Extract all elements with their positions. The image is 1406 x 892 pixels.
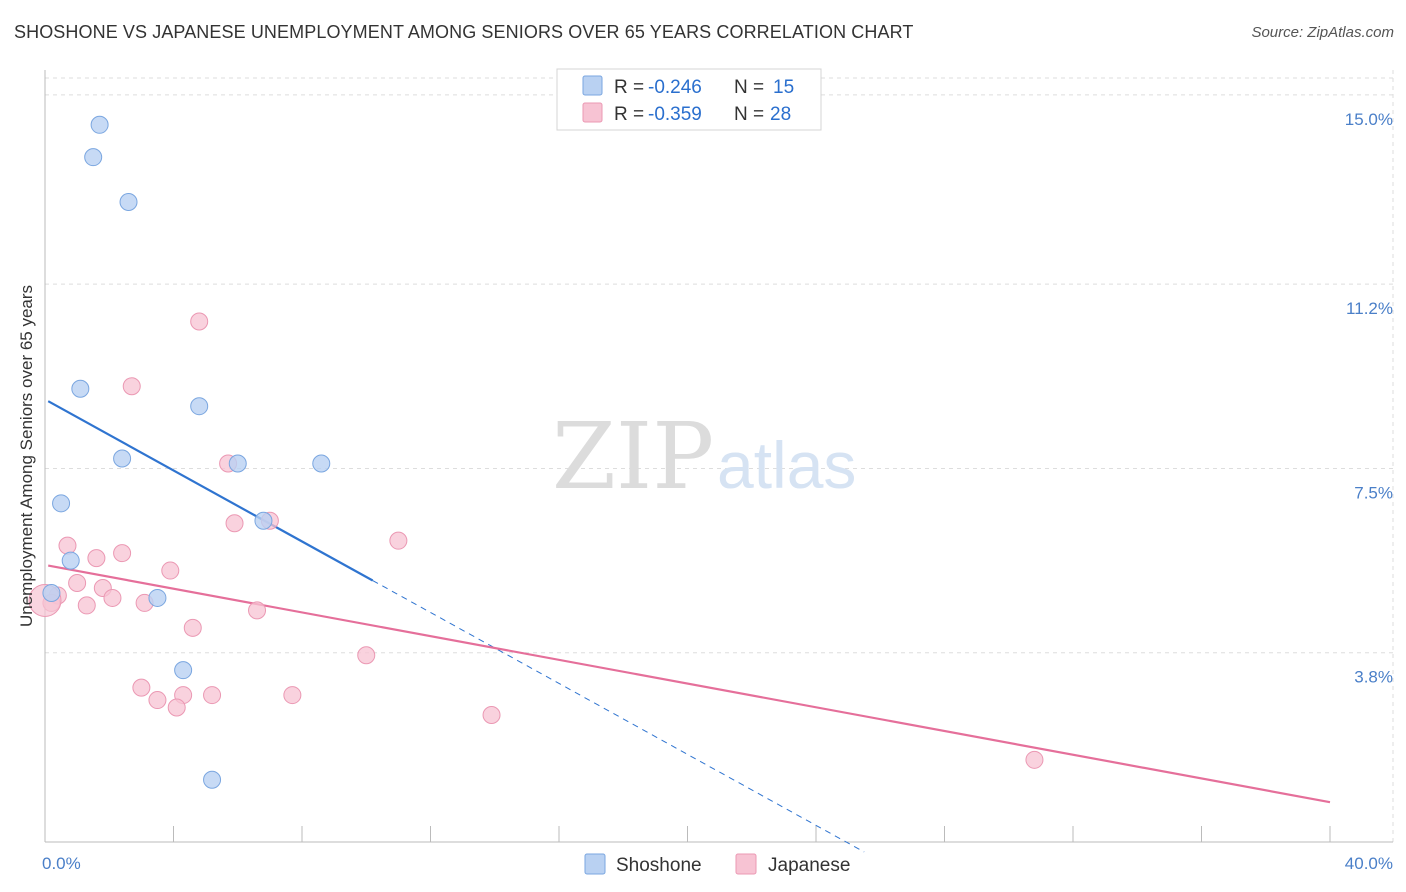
- legend-r-value-japanese: -0.359: [648, 104, 702, 125]
- japanese-point-7: [87, 549, 106, 568]
- shoshone-point-1: [84, 148, 103, 167]
- japanese-point-5: [389, 531, 408, 550]
- x-tick-labels: 0.0% 40.0%: [42, 854, 1393, 873]
- japanese-point-13: [103, 588, 122, 607]
- japanese-point-26: [482, 705, 501, 724]
- axes: [44, 70, 1393, 843]
- legend-n-label-shoshone: N =: [734, 77, 764, 98]
- japanese-point-6: [58, 536, 77, 555]
- y-tick-label-2: 11.2%: [1346, 299, 1393, 318]
- y-axis-label: Unemployment Among Seniors over 65 years: [17, 285, 36, 627]
- japanese-point-20: [132, 678, 151, 697]
- shoshone-point-3: [71, 379, 90, 398]
- japanese-point-3: [225, 514, 244, 533]
- legend-r-value-shoshone: -0.246: [648, 77, 702, 98]
- shoshone-point-11: [42, 583, 61, 602]
- shoshone-point-12: [148, 588, 167, 607]
- x-tick-label-0: 0.0%: [42, 854, 81, 873]
- watermark: ZIP atlas: [552, 403, 856, 510]
- shoshone-point-4: [190, 397, 209, 416]
- shoshone-point-2: [119, 192, 138, 211]
- shoshone-point-8: [52, 494, 71, 513]
- y-tick-label-3: 15.0%: [1345, 110, 1393, 129]
- shoshone-point-9: [254, 511, 273, 530]
- data-points: [28, 115, 1044, 789]
- japanese-point-9: [161, 561, 180, 580]
- y-tick-label-0: 3.8%: [1354, 668, 1393, 687]
- series-label-shoshone: Shoshone: [616, 855, 702, 876]
- shoshone-point-13: [174, 661, 193, 680]
- legend-swatch-japanese: [582, 102, 603, 123]
- japanese-point-19: [357, 646, 376, 665]
- japanese-point-22: [203, 686, 222, 705]
- legend-n-label-japanese: N =: [734, 104, 764, 125]
- japanese-point-25: [167, 698, 186, 717]
- shoshone-point-10: [61, 551, 80, 570]
- trend-line-shoshone: [47, 400, 374, 582]
- series-legend: Shoshone Japanese: [584, 853, 850, 876]
- series-swatch-japanese: [735, 853, 757, 875]
- japanese-point-18: [183, 618, 202, 637]
- legend-n-value-shoshone: 15: [773, 77, 794, 98]
- x-tick-label-1: 40.0%: [1345, 854, 1393, 873]
- y-tick-labels: 3.8% 7.5% 11.2% 15.0%: [1345, 110, 1393, 687]
- japanese-point-24: [148, 691, 167, 710]
- japanese-point-14: [77, 596, 96, 615]
- legend-n-value-japanese: 28: [770, 104, 791, 125]
- source-credit: Source: ZipAtlas.com: [1251, 24, 1394, 41]
- japanese-point-0: [190, 312, 209, 331]
- trend-line-japanese: [48, 564, 1331, 804]
- grid-lines: [45, 70, 1394, 842]
- watermark-atlas: atlas: [717, 428, 856, 502]
- series-label-japanese: Japanese: [768, 855, 850, 876]
- japanese-point-16: [248, 601, 267, 620]
- japanese-point-23: [283, 686, 302, 705]
- legend-r-label-japanese: R =: [614, 104, 644, 125]
- legend-box: R = -0.246 N = 15 R = -0.359 N = 28: [556, 68, 822, 131]
- y-tick-label-1: 7.5%: [1354, 483, 1393, 502]
- shoshone-point-14: [203, 770, 222, 789]
- legend-r-label-shoshone: R =: [614, 77, 644, 98]
- chart-title: SHOSHONE VS JAPANESE UNEMPLOYMENT AMONG …: [14, 22, 914, 42]
- shoshone-point-6: [228, 454, 247, 473]
- series-swatch-shoshone: [584, 853, 606, 875]
- japanese-point-10: [68, 574, 87, 593]
- japanese-point-27: [1025, 750, 1044, 769]
- shoshone-point-5: [113, 449, 132, 468]
- shoshone-point-0: [90, 115, 109, 134]
- legend-swatch-shoshone: [582, 75, 603, 96]
- trend-line-shoshone-extension: [372, 580, 865, 853]
- japanese-point-8: [113, 544, 132, 563]
- japanese-point-1: [122, 377, 141, 396]
- shoshone-point-7: [312, 454, 331, 473]
- watermark-zip: ZIP: [552, 403, 714, 510]
